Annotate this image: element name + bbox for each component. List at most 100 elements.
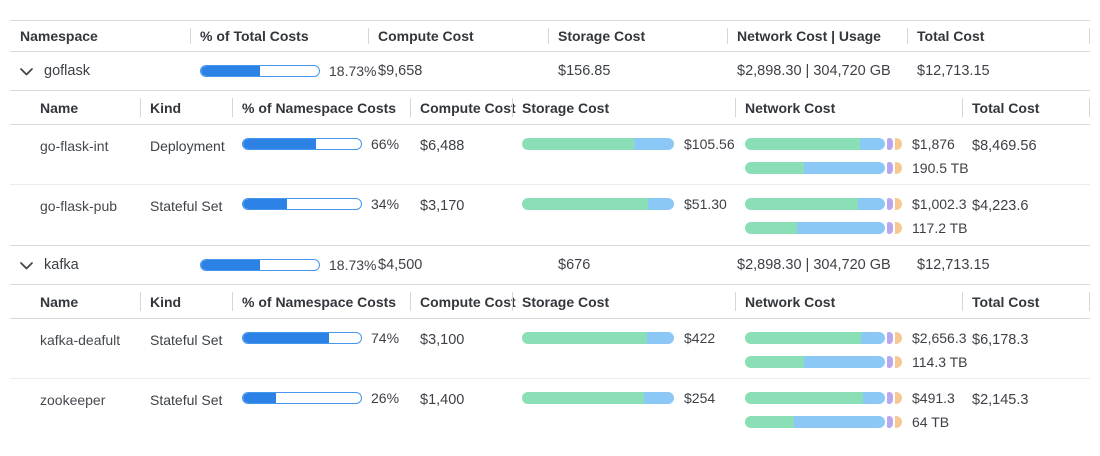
network-bar-orange-segment xyxy=(895,332,902,344)
network-usage-bar xyxy=(745,356,885,368)
storage-cost-value: $105.56 xyxy=(684,136,735,152)
column-header-compute-cost: Compute Cost xyxy=(410,91,516,124)
workload-kind: Deployment xyxy=(150,138,225,154)
total-costs-percent-bar xyxy=(200,65,320,77)
network-cost-bar xyxy=(745,138,885,150)
workload-compute-cost: $1,400 xyxy=(420,392,465,408)
network-usage-green-segment xyxy=(745,162,804,174)
column-header-network-cost-usage: Network Cost | Usage xyxy=(727,21,907,51)
chevron-down-icon[interactable] xyxy=(20,262,33,270)
column-header-total-cost: Total Cost xyxy=(907,21,1090,51)
namespace-row-kafka[interactable]: kafka 18.73% $4,500 $676 $2,898.30 | 304… xyxy=(10,246,1090,284)
network-usage-orange-segment xyxy=(895,416,902,428)
workload-name: kafka-deafult xyxy=(40,332,121,348)
network-bar-blue-segment xyxy=(858,198,885,210)
workload-total-cost: $6,178.3 xyxy=(972,332,1029,348)
network-cost-value: $1,876 xyxy=(912,136,955,152)
workload-header-row: Name Kind % of Namespace Costs Compute C… xyxy=(10,285,1090,319)
workload-name: go-flask-int xyxy=(40,138,109,154)
network-usage-purple-segment xyxy=(887,416,893,428)
storage-bar-green-segment xyxy=(522,138,635,150)
network-usage-green-segment xyxy=(745,416,794,428)
network-usage-purple-segment xyxy=(887,222,893,234)
column-header-total-cost: Total Cost xyxy=(962,91,1090,124)
column-header-namespace-costs-pct: % of Namespace Costs xyxy=(232,285,410,318)
network-bar-purple-segment xyxy=(887,138,893,150)
network-cost-value: $2,656.3 xyxy=(912,330,967,346)
workload-compute-cost: $6,488 xyxy=(420,138,465,154)
network-cost-bar xyxy=(745,332,885,344)
network-bar-green-segment xyxy=(745,198,859,210)
network-cost-bar xyxy=(745,392,885,404)
network-usage-value: 117.2 TB xyxy=(912,220,968,236)
column-header-total-costs-pct: % of Total Costs xyxy=(190,21,368,51)
workload-name: zookeeper xyxy=(40,392,106,408)
workload-total-cost: $4,223.6 xyxy=(972,198,1029,214)
network-usage-green-segment xyxy=(745,222,797,234)
namespace-name: kafka xyxy=(44,257,79,273)
percent-bar-fill xyxy=(243,199,287,209)
namespace-costs-percent-value: 74% xyxy=(371,330,400,346)
column-header-storage-cost: Storage Cost xyxy=(512,285,735,318)
column-header-name: Name xyxy=(40,99,79,116)
workload-header-row: Name Kind % of Namespace Costs Compute C… xyxy=(10,91,1090,125)
network-bar-orange-segment xyxy=(895,392,902,404)
namespace-costs-percent-value: 34% xyxy=(371,196,400,212)
column-header-kind: Kind xyxy=(140,91,232,124)
table-header-row: Namespace % of Total Costs Compute Cost … xyxy=(10,20,1090,52)
workload-compute-cost: $3,100 xyxy=(420,332,465,348)
column-header-namespace-costs-pct: % of Namespace Costs xyxy=(232,91,410,124)
storage-bar-green-segment xyxy=(522,332,647,344)
workload-table-goflask: Name Kind % of Namespace Costs Compute C… xyxy=(10,90,1090,246)
network-usage-purple-segment xyxy=(887,162,893,174)
network-usage-bar xyxy=(745,222,885,234)
column-header-compute-cost: Compute Cost xyxy=(368,21,548,51)
total-costs-percent-bar xyxy=(200,259,320,271)
network-bar-green-segment xyxy=(745,392,863,404)
column-header-network-cost: Network Cost xyxy=(735,91,962,124)
network-cost-bar xyxy=(745,198,885,210)
storage-cost-value: $422 xyxy=(684,330,716,346)
network-usage-bar xyxy=(745,162,885,174)
network-usage-bar xyxy=(745,416,885,428)
namespace-costs-percent-bar xyxy=(242,138,362,150)
network-bar-blue-segment xyxy=(861,332,885,344)
total-costs-percent-value: 18.73% xyxy=(329,257,377,273)
namespace-row-goflask[interactable]: goflask 18.73% $9,658 $156.85 $2,898.30 … xyxy=(10,52,1090,90)
namespace-costs-percent-bar xyxy=(242,332,362,344)
percent-bar-fill xyxy=(201,260,260,270)
workload-table-kafka: Name Kind % of Namespace Costs Compute C… xyxy=(10,284,1090,439)
column-header-total-cost: Total Cost xyxy=(962,285,1090,318)
network-cost-value: $491.3 xyxy=(912,390,955,406)
column-header-storage-cost: Storage Cost xyxy=(512,91,735,124)
network-bar-orange-segment xyxy=(895,138,902,150)
storage-cost-value: $51.30 xyxy=(684,196,727,212)
workload-compute-cost: $3,170 xyxy=(420,198,465,214)
storage-bar-green-segment xyxy=(522,198,649,210)
network-bar-purple-segment xyxy=(887,198,893,210)
storage-cost-bar xyxy=(522,198,674,210)
network-usage-blue-segment xyxy=(803,356,885,368)
namespace-name: goflask xyxy=(44,63,90,79)
namespace-costs-percent-bar xyxy=(242,198,362,210)
column-header-storage-cost: Storage Cost xyxy=(548,21,727,51)
namespace-storage-cost: $156.85 xyxy=(558,63,611,79)
workload-kind: Stateful Set xyxy=(150,198,223,214)
storage-bar-blue-segment xyxy=(643,392,674,404)
column-header-kind: Kind xyxy=(140,285,232,318)
workload-row-go-flask-int: go-flask-int Deployment 66% $6,488 $105.… xyxy=(10,125,1090,185)
workload-row-zookeeper: zookeeper Stateful Set 26% $1,400 $254 xyxy=(10,379,1090,439)
percent-bar-fill xyxy=(243,393,277,403)
storage-bar-blue-segment xyxy=(634,138,674,150)
workload-kind: Stateful Set xyxy=(150,332,223,348)
chevron-down-icon[interactable] xyxy=(20,68,33,76)
storage-cost-value: $254 xyxy=(684,390,716,406)
namespace-total-cost: $12,713.15 xyxy=(917,63,990,79)
namespace-costs-percent-value: 66% xyxy=(371,136,400,152)
workload-kind: Stateful Set xyxy=(150,392,223,408)
namespace-compute-cost: $4,500 xyxy=(378,257,423,273)
namespace-costs-percent-bar xyxy=(242,392,362,404)
network-bar-blue-segment xyxy=(862,392,885,404)
network-bar-blue-segment xyxy=(859,138,885,150)
namespace-costs-percent-value: 26% xyxy=(371,390,400,406)
